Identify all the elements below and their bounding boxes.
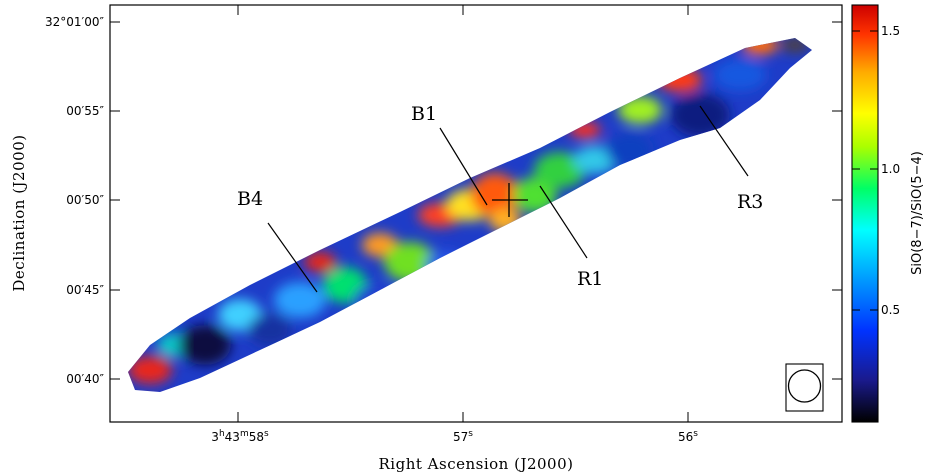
colorbar-tick-label: 1.5	[881, 24, 900, 38]
colorbar-ticks	[852, 30, 878, 311]
colorbar-label: SiO(8−7)/SiO(5−4)	[910, 151, 925, 275]
b4-pointer	[267, 222, 318, 293]
y-ticks	[110, 21, 842, 380]
x-ticks	[237, 5, 689, 422]
y-tick-label: 00′40″	[66, 372, 104, 386]
annotation-r1: R1	[577, 268, 603, 290]
x-tick-label: 56s	[678, 429, 698, 444]
b1-pointer	[439, 127, 488, 206]
beam-ellipse	[787, 369, 822, 403]
y-tick-label: 32°01′00″	[45, 15, 105, 29]
colorbar-tick-label: 0.5	[881, 303, 900, 317]
annotation-b1: B1	[411, 103, 437, 125]
x-tick-label: 57s	[453, 429, 473, 444]
y-tick-label: 00′45″	[66, 283, 104, 297]
y-tick-label: 00′55″	[66, 104, 104, 118]
y-axis-label: Declination (J2000)	[10, 134, 28, 291]
x-axis-label: Right Ascension (J2000)	[379, 455, 574, 473]
colorbar-tick-label: 1.0	[881, 162, 900, 176]
annotation-b4: B4	[237, 188, 263, 210]
annotation-r3: R3	[737, 191, 763, 213]
beam-box	[785, 363, 824, 412]
x-tick-label: 3h43m58s	[211, 429, 269, 444]
colorbar	[851, 4, 879, 423]
y-tick-label: 00′50″	[66, 193, 104, 207]
r1-pointer	[539, 185, 588, 259]
r3-pointer	[699, 105, 749, 177]
